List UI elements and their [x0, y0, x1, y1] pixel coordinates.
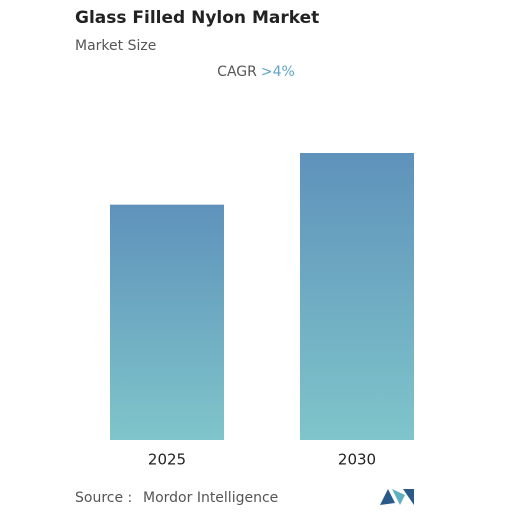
- cagr: CAGR >4%: [217, 64, 295, 80]
- x-tick-label: 2025: [148, 451, 186, 469]
- chart-subtitle: Market Size: [75, 38, 156, 54]
- cagr-value: >4%: [261, 64, 295, 80]
- bar: [110, 204, 224, 440]
- bar: [300, 153, 414, 440]
- x-tick-label: 2030: [338, 451, 376, 469]
- source: Mordor Intelligence: [143, 490, 278, 506]
- source-label: Source :: [75, 490, 132, 506]
- chart-title: Glass Filled Nylon Market: [75, 8, 319, 28]
- logo: [380, 489, 414, 505]
- cagr-label: CAGR: [217, 64, 257, 80]
